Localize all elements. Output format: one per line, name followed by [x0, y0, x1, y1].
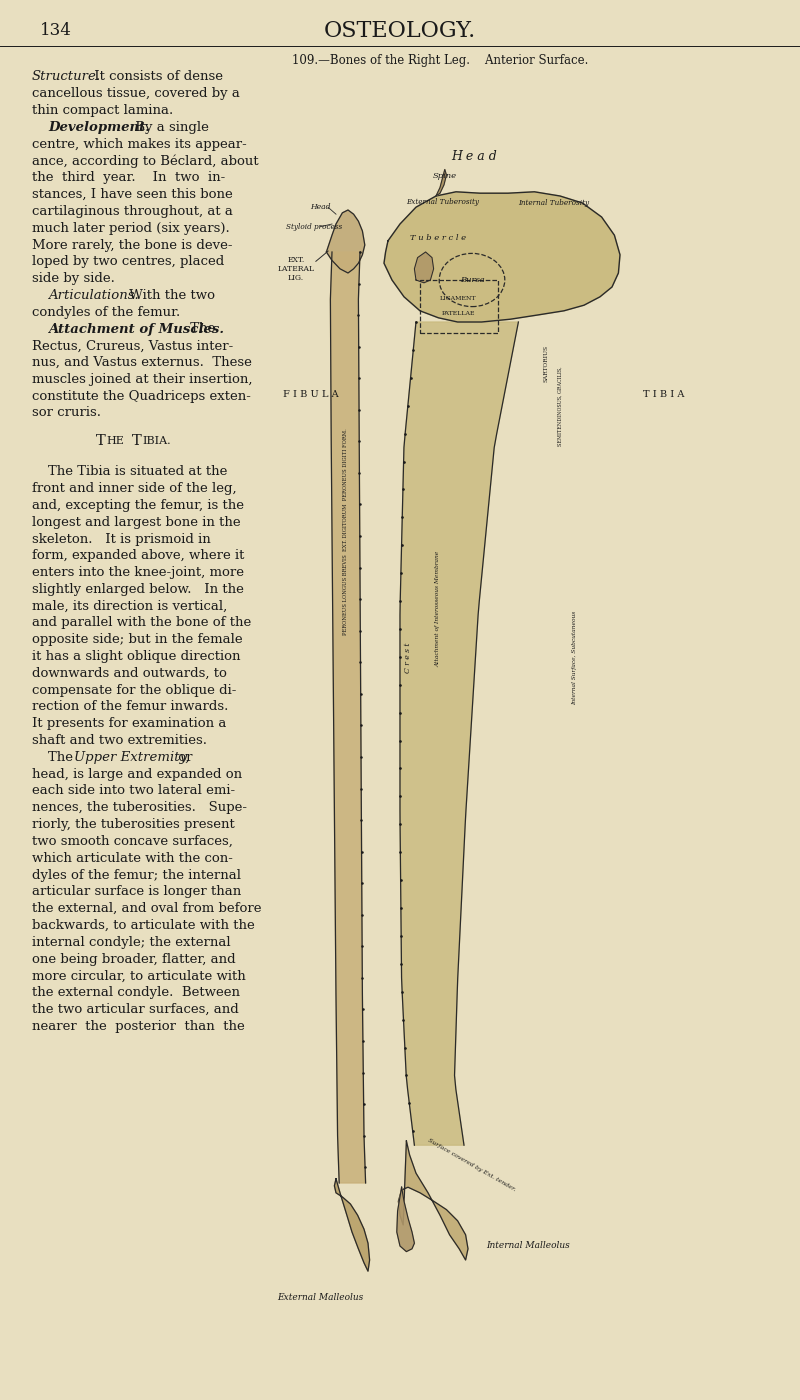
- Text: HE: HE: [106, 435, 124, 447]
- Text: OSTEOLOGY.: OSTEOLOGY.: [324, 20, 476, 42]
- Text: Attachment of Interosseous Membrane: Attachment of Interosseous Membrane: [436, 550, 441, 668]
- Text: sor cruris.: sor cruris.: [32, 406, 101, 420]
- Text: Head: Head: [310, 203, 331, 211]
- Text: Surface covered by Ext. tender.: Surface covered by Ext. tender.: [427, 1138, 517, 1191]
- Text: slightly enlarged below.   In the: slightly enlarged below. In the: [32, 582, 244, 596]
- Text: more circular, to articulate with: more circular, to articulate with: [32, 969, 246, 983]
- Text: With the two: With the two: [125, 288, 214, 302]
- Text: PATELLAE: PATELLAE: [442, 311, 475, 316]
- Text: side by side.: side by side.: [32, 272, 115, 286]
- Text: F I B U L A: F I B U L A: [282, 391, 338, 399]
- Text: dyles of the femur; the internal: dyles of the femur; the internal: [32, 868, 241, 882]
- Text: internal condyle; the external: internal condyle; the external: [32, 935, 230, 949]
- Text: form, expanded above, where it: form, expanded above, where it: [32, 549, 244, 563]
- Text: The: The: [48, 750, 78, 764]
- Polygon shape: [398, 1141, 468, 1260]
- Text: the two articular surfaces, and: the two articular surfaces, and: [32, 1002, 238, 1016]
- Text: T I B I A: T I B I A: [643, 391, 685, 399]
- Text: ance, according to Béclard, about: ance, according to Béclard, about: [32, 154, 258, 168]
- Text: opposite side; but in the female: opposite side; but in the female: [32, 633, 242, 647]
- Text: Rectus, Crureus, Vastus inter-: Rectus, Crureus, Vastus inter-: [32, 339, 234, 353]
- Text: longest and largest bone in the: longest and largest bone in the: [32, 515, 241, 529]
- Text: cancellous tissue, covered by a: cancellous tissue, covered by a: [32, 87, 240, 101]
- Text: IBIA.: IBIA.: [142, 435, 171, 447]
- Text: riorly, the tuberosities present: riorly, the tuberosities present: [32, 818, 234, 832]
- Text: nearer  the  posterior  than  the: nearer the posterior than the: [32, 1019, 245, 1033]
- Text: T: T: [96, 434, 106, 448]
- Text: PERONEUS LONGUS BREVIS  EXT. DIGITORUM  PERONEUS DIGITI FORM.: PERONEUS LONGUS BREVIS EXT. DIGITORUM PE…: [343, 428, 348, 636]
- Text: Bursa: Bursa: [460, 276, 484, 284]
- Text: the  third  year.    In  two  in-: the third year. In two in-: [32, 171, 226, 185]
- Polygon shape: [414, 252, 434, 283]
- Text: External Tuberosity: External Tuberosity: [406, 197, 479, 206]
- Text: each side into two lateral emi-: each side into two lateral emi-: [32, 784, 235, 798]
- Text: front and inner side of the leg,: front and inner side of the leg,: [32, 482, 237, 496]
- Text: Internal Surface, Subcutaneous: Internal Surface, Subcutaneous: [572, 610, 577, 706]
- Text: the external condyle.  Between: the external condyle. Between: [32, 986, 240, 1000]
- Text: H e a d: H e a d: [451, 150, 498, 164]
- Polygon shape: [397, 1187, 414, 1252]
- Text: By a single: By a single: [131, 120, 209, 134]
- Text: Spine: Spine: [433, 172, 457, 181]
- Text: LIGAMENT: LIGAMENT: [440, 295, 477, 301]
- Text: condyles of the femur.: condyles of the femur.: [32, 305, 180, 319]
- Text: and, excepting the femur, is the: and, excepting the femur, is the: [32, 498, 244, 512]
- Text: C r e s t: C r e s t: [404, 643, 412, 673]
- Text: More rarely, the bone is deve-: More rarely, the bone is deve-: [32, 238, 233, 252]
- Text: enters into the knee-joint, more: enters into the knee-joint, more: [32, 566, 244, 580]
- Text: nences, the tuberosities.   Supe-: nences, the tuberosities. Supe-: [32, 801, 247, 815]
- Text: shaft and two extremities.: shaft and two extremities.: [32, 734, 207, 748]
- Text: Styloid process: Styloid process: [286, 223, 342, 231]
- Text: cartilaginous throughout, at a: cartilaginous throughout, at a: [32, 204, 233, 218]
- Text: or: or: [174, 750, 193, 764]
- Text: muscles joined at their insertion,: muscles joined at their insertion,: [32, 372, 253, 386]
- Text: much later period (six years).: much later period (six years).: [32, 221, 230, 235]
- Text: It consists of dense: It consists of dense: [90, 70, 222, 84]
- Text: head, is large and expanded on: head, is large and expanded on: [32, 767, 242, 781]
- Text: T u b e r c l e: T u b e r c l e: [410, 234, 466, 242]
- Text: downwards and outwards, to: downwards and outwards, to: [32, 666, 227, 680]
- Text: thin compact lamina.: thin compact lamina.: [32, 104, 174, 118]
- Text: constitute the Quadriceps exten-: constitute the Quadriceps exten-: [32, 389, 251, 403]
- Text: EXT.
LATERAL
LIG.: EXT. LATERAL LIG.: [278, 256, 314, 281]
- Text: It presents for examination a: It presents for examination a: [32, 717, 226, 731]
- Text: backwards, to articulate with the: backwards, to articulate with the: [32, 918, 254, 932]
- Text: stances, I have seen this bone: stances, I have seen this bone: [32, 188, 233, 202]
- Text: Development.: Development.: [48, 120, 150, 134]
- Text: 134: 134: [40, 22, 72, 39]
- Polygon shape: [400, 322, 518, 1145]
- Text: Structure.: Structure.: [32, 70, 101, 84]
- Polygon shape: [334, 1179, 370, 1271]
- Polygon shape: [384, 192, 620, 322]
- Text: skeleton.   It is prismoid in: skeleton. It is prismoid in: [32, 532, 210, 546]
- Text: one being broader, flatter, and: one being broader, flatter, and: [32, 952, 236, 966]
- Text: articular surface is longer than: articular surface is longer than: [32, 885, 242, 899]
- Text: External Malleolus: External Malleolus: [277, 1294, 363, 1302]
- Text: which articulate with the con-: which articulate with the con-: [32, 851, 233, 865]
- Text: rection of the femur inwards.: rection of the femur inwards.: [32, 700, 228, 714]
- Text: compensate for the oblique di-: compensate for the oblique di-: [32, 683, 236, 697]
- Text: Upper Extremity,: Upper Extremity,: [74, 750, 190, 764]
- Text: The Tibia is situated at the: The Tibia is situated at the: [48, 465, 227, 479]
- Text: 109.—Bones of the Right Leg.    Anterior Surface.: 109.—Bones of the Right Leg. Anterior Su…: [292, 53, 588, 67]
- Text: SEMITENDINOSUS, GRACILIS,: SEMITENDINOSUS, GRACILIS,: [558, 367, 562, 445]
- Text: T: T: [132, 434, 142, 448]
- Text: it has a slight oblique direction: it has a slight oblique direction: [32, 650, 241, 664]
- Text: centre, which makes its appear-: centre, which makes its appear-: [32, 137, 246, 151]
- Polygon shape: [436, 169, 446, 196]
- Polygon shape: [326, 210, 365, 273]
- Text: Attachment of Muscles.: Attachment of Muscles.: [48, 322, 224, 336]
- Text: Internal Tuberosity: Internal Tuberosity: [518, 199, 590, 207]
- Text: the external, and oval from before: the external, and oval from before: [32, 902, 262, 916]
- Text: nus, and Vastus externus.  These: nus, and Vastus externus. These: [32, 356, 252, 370]
- Text: male, its direction is vertical,: male, its direction is vertical,: [32, 599, 227, 613]
- Polygon shape: [330, 252, 366, 1183]
- Text: loped by two centres, placed: loped by two centres, placed: [32, 255, 224, 269]
- Text: Internal Malleolus: Internal Malleolus: [486, 1242, 570, 1250]
- Text: two smooth concave surfaces,: two smooth concave surfaces,: [32, 834, 233, 848]
- Text: Articulations.: Articulations.: [48, 288, 138, 302]
- Text: The: The: [186, 322, 215, 336]
- Text: SARTORIUS: SARTORIUS: [543, 346, 548, 382]
- Text: and parallel with the bone of the: and parallel with the bone of the: [32, 616, 251, 630]
